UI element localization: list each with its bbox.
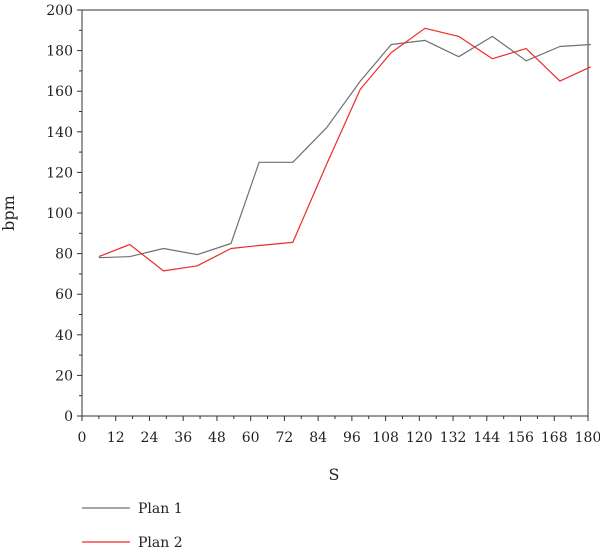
x-tick-label: 132 — [440, 430, 467, 446]
y-tick-label: 0 — [64, 409, 73, 425]
x-tick-label: 0 — [78, 430, 87, 446]
axes: 0 20 40 60 80 100 120 140 160 180 200 0 12 24 36 48 60 72… — [46, 3, 600, 446]
x-tick-label: 96 — [343, 430, 361, 446]
x-tick-label: 120 — [406, 430, 433, 446]
x-tick-label: 48 — [208, 430, 226, 446]
legend-label-plan-2: Plan 2 — [138, 535, 183, 551]
y-tick-label: 120 — [46, 165, 73, 181]
series-line-plan-2 — [98, 27, 592, 272]
y-tick-label: 40 — [55, 328, 73, 344]
y-tick-label: 160 — [46, 84, 73, 100]
x-tick-label: 84 — [309, 430, 327, 446]
x-tick-label: 144 — [473, 430, 500, 446]
y-tick-label: 20 — [55, 368, 73, 384]
y-axis-label: bpm — [0, 195, 18, 231]
y-tick-label: 180 — [46, 44, 73, 60]
x-tick-label: 60 — [242, 430, 260, 446]
plot-frame — [81, 9, 589, 417]
x-tick-label: 156 — [507, 430, 534, 446]
x-axis-label: S — [329, 465, 340, 484]
x-tick-label: 24 — [141, 430, 159, 446]
y-tick-label: 200 — [46, 3, 73, 19]
x-tick-label: 36 — [174, 430, 192, 446]
legend: Plan 1 Plan 2 — [82, 501, 183, 551]
y-tick-label: 140 — [46, 125, 73, 141]
y-tick-label: 100 — [46, 206, 73, 222]
x-tick-label: 168 — [541, 430, 568, 446]
series-layer — [98, 27, 592, 272]
x-tick-label: 108 — [372, 430, 399, 446]
legend-label-plan-1: Plan 1 — [138, 501, 183, 517]
series-line-plan-1 — [98, 35, 591, 259]
y-tick-label: 60 — [55, 287, 73, 303]
x-tick-label: 12 — [107, 430, 125, 446]
y-tick-label: 80 — [55, 247, 73, 263]
x-tick-label: 180 — [575, 430, 600, 446]
x-tick-label: 72 — [275, 430, 293, 446]
